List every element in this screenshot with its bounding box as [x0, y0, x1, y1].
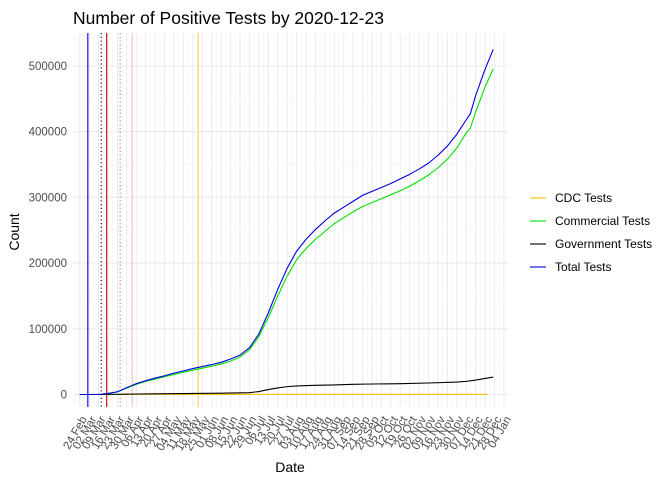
series-lines: [79, 49, 494, 396]
series-line: [79, 376, 494, 396]
legend: CDC Tests Commercial Tests Government Test…: [530, 191, 652, 274]
y-tick-label: 300000: [29, 192, 67, 204]
y-axis-ticks: 0 100000 200000 300000 400000 500000: [29, 61, 67, 402]
series-line: [79, 68, 494, 396]
y-tick-label: 500000: [29, 61, 67, 73]
y-tick-label: 100000: [29, 324, 67, 336]
legend-label: Commercial Tests: [555, 214, 650, 228]
legend-label: Government Tests: [555, 237, 652, 251]
y-tick-label: 0: [61, 390, 67, 402]
y-axis-title: Count: [6, 213, 22, 250]
gridlines: [73, 33, 508, 407]
reference-lines: [87, 33, 199, 407]
legend-label: CDC Tests: [555, 191, 612, 205]
legend-label: Total Tests: [555, 260, 611, 274]
y-tick-label: 400000: [29, 127, 67, 139]
series-line: [79, 49, 494, 396]
chart-title: Number of Positive Tests by 2020-12-23: [73, 8, 384, 28]
x-axis-title: Date: [275, 459, 305, 475]
y-tick-label: 200000: [29, 258, 67, 270]
